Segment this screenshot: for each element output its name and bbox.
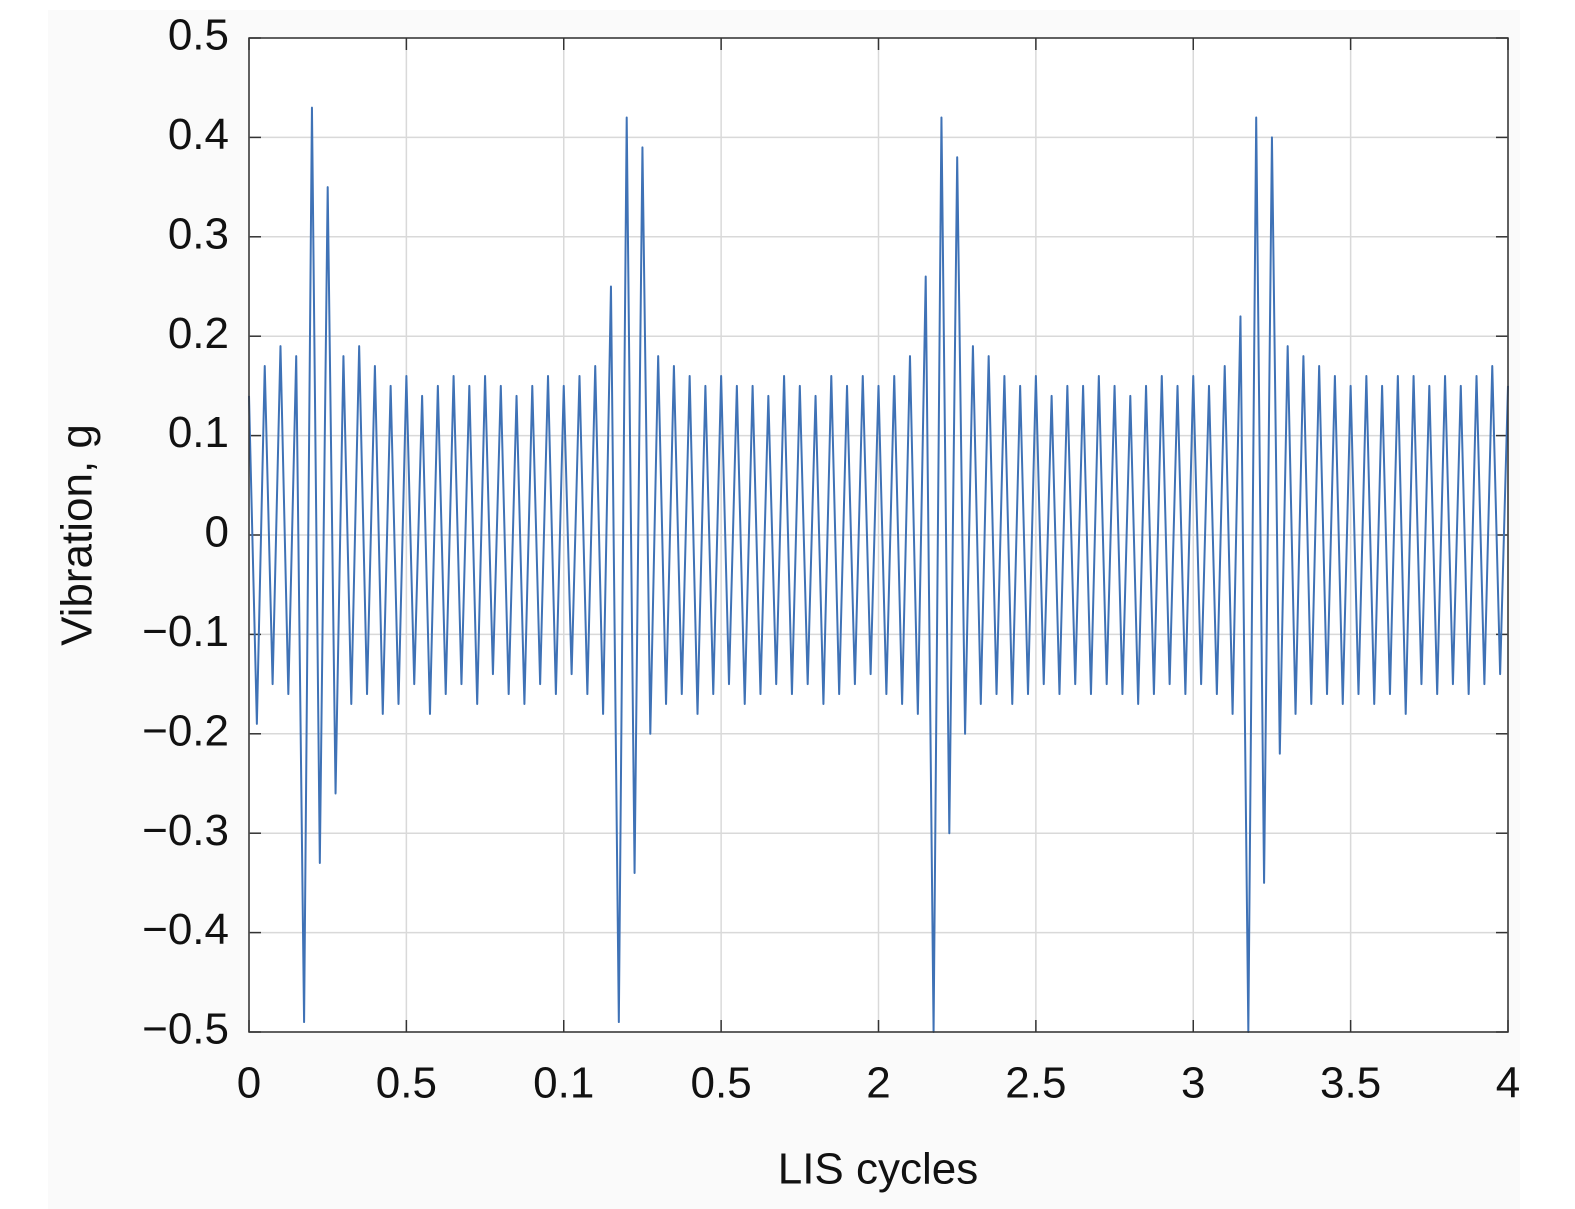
y-tick-label: −0.2 [142, 706, 229, 755]
vibration-line [248, 106, 1509, 1033]
x-tick-label: 4 [1496, 1059, 1520, 1108]
y-tick-label: 0.5 [168, 11, 229, 60]
y-tick-label: −0.5 [142, 1005, 229, 1054]
plot-frame [248, 37, 1509, 1033]
y-tick-label: 0 [205, 508, 229, 557]
x-tick-label: 3 [1181, 1059, 1205, 1108]
x-axis-label: LIS cycles [778, 1145, 979, 1194]
y-tick-label: 0.3 [168, 209, 229, 258]
x-tick-label: 0 [237, 1059, 261, 1108]
x-tick-label: 3.5 [1320, 1059, 1381, 1108]
y-tick-label: 0.2 [168, 309, 229, 358]
x-tick-label: 0.5 [376, 1059, 437, 1108]
y-tick-label: 0.1 [168, 408, 229, 457]
y-tick-label: −0.3 [142, 806, 229, 855]
x-tick-label: 0.1 [533, 1059, 594, 1108]
y-axis-label: Vibration, g [53, 424, 102, 646]
x-tick-label: 0.5 [691, 1059, 752, 1108]
x-tick-label: 2.5 [1005, 1059, 1066, 1108]
y-tick-label: −0.4 [142, 905, 229, 954]
y-tick-label: 0.4 [168, 110, 229, 159]
x-tick-label: 2 [866, 1059, 890, 1108]
y-tick-label: −0.1 [142, 607, 229, 656]
